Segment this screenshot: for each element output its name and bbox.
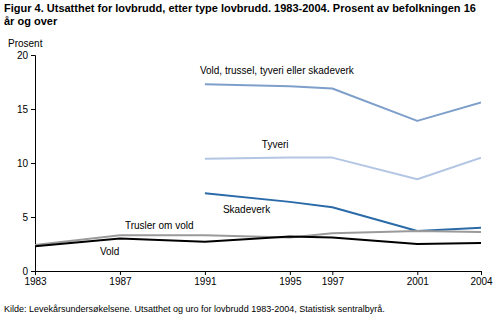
y-tick-mark	[31, 271, 35, 272]
x-tick-mark	[120, 271, 121, 275]
x-tick-label: 1991	[194, 276, 217, 287]
chart: Figur 4. Utsatthet for lovbrudd, etter t…	[0, 0, 494, 318]
y-tick-label: 5	[22, 212, 28, 223]
x-tick: 2001	[407, 271, 430, 287]
series-label: Tyveri	[262, 139, 289, 150]
x-tick: 1983	[24, 271, 47, 287]
y-axis-label: Prosent	[8, 38, 43, 49]
y-tick-label: 10	[17, 158, 29, 169]
y-tick: 10	[17, 158, 35, 169]
y-tick-mark	[31, 109, 35, 110]
x-tick-mark	[35, 271, 36, 275]
y-tick: 15	[17, 104, 35, 115]
series-labels: Vold, trussel, tyveri eller skadeverk Tyv…	[100, 65, 355, 256]
y-tick-mark	[31, 217, 35, 218]
x-tick: 1995	[279, 271, 302, 287]
x-tick-mark	[205, 271, 206, 275]
x-tick-label: 1995	[279, 276, 302, 287]
source: Kilde: Levekårsundersøkelsene. Utsatthet…	[4, 304, 385, 314]
y-tick: 5	[22, 212, 35, 223]
lines	[35, 84, 481, 246]
series-label: Trusler om vold	[125, 220, 194, 231]
series-line	[205, 158, 481, 180]
y-tick-label: 20	[17, 50, 29, 61]
y-tick-mark	[31, 163, 35, 164]
y-tick: 0	[22, 266, 35, 277]
y-axis: 0 5 10 15 20	[17, 50, 36, 277]
x-tick-label: 1997	[322, 276, 345, 287]
x-tick-mark	[417, 271, 418, 275]
series-label: Vold, trussel, tyveri eller skadeverk	[200, 65, 355, 76]
x-axis-line	[36, 272, 482, 276]
y-axis-line	[31, 56, 36, 272]
plot: 0 5 10 15 20 1983 1987 1991 1995 1997 2001 2004 Vold…	[17, 50, 493, 287]
y-tick-label: 15	[17, 104, 29, 115]
series-line	[205, 193, 481, 231]
x-tick-label: 2001	[407, 276, 430, 287]
x-tick: 1997	[322, 271, 345, 287]
x-tick-label: 2004	[470, 276, 493, 287]
title-line: år og over	[4, 15, 58, 27]
x-tick: 2004	[470, 271, 493, 287]
series-label: Vold	[100, 246, 119, 257]
x-tick-label: 1987	[109, 276, 132, 287]
y-tick-mark	[31, 55, 35, 56]
x-axis: 1983 1987 1991 1995 1997 2001 2004	[24, 271, 493, 287]
title-line: Figur 4. Utsatthet for lovbrudd, etter t…	[4, 2, 476, 14]
x-tick-label: 1983	[24, 276, 47, 287]
title: Figur 4. Utsatthet for lovbrudd, etter t…	[4, 2, 476, 27]
series-label: Skadeverk	[223, 204, 271, 215]
x-tick-mark	[332, 271, 333, 275]
series-line	[205, 84, 481, 121]
x-tick-mark	[290, 271, 291, 275]
x-tick: 1987	[109, 271, 132, 287]
y-tick-label: 0	[22, 266, 28, 277]
x-tick: 1991	[194, 271, 217, 287]
y-tick: 20	[17, 50, 35, 61]
x-tick-mark	[481, 271, 482, 275]
